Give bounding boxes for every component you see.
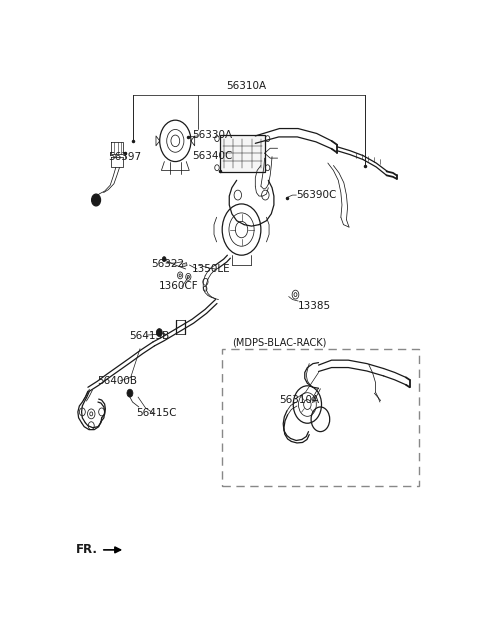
Text: 56310A: 56310A bbox=[226, 81, 266, 91]
Text: 1360CF: 1360CF bbox=[158, 281, 198, 291]
Text: (MDPS-BLAC-RACK): (MDPS-BLAC-RACK) bbox=[232, 338, 326, 348]
Bar bbox=[182, 262, 187, 267]
Circle shape bbox=[127, 389, 133, 397]
Text: 56322: 56322 bbox=[151, 259, 184, 269]
Text: 56310A: 56310A bbox=[279, 395, 320, 404]
Text: 56340C: 56340C bbox=[192, 150, 232, 161]
Text: 56415C: 56415C bbox=[136, 408, 177, 419]
Text: 56397: 56397 bbox=[108, 152, 142, 162]
Text: 56415B: 56415B bbox=[129, 330, 169, 340]
Bar bbox=[220, 134, 264, 172]
Bar bbox=[222, 349, 419, 486]
Circle shape bbox=[162, 257, 166, 262]
Circle shape bbox=[156, 328, 162, 337]
Text: 13385: 13385 bbox=[298, 301, 331, 311]
Text: 1350LE: 1350LE bbox=[192, 264, 231, 274]
Text: 56400B: 56400B bbox=[97, 376, 137, 387]
Circle shape bbox=[92, 194, 100, 206]
Text: FR.: FR. bbox=[76, 543, 97, 556]
Text: 56390C: 56390C bbox=[296, 190, 336, 200]
Text: 56330A: 56330A bbox=[192, 130, 232, 140]
